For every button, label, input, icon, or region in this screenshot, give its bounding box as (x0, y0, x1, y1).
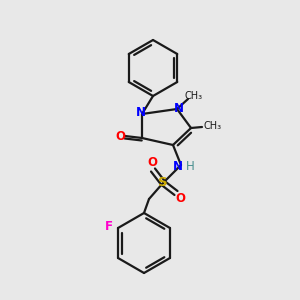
Text: N: N (174, 101, 184, 115)
Text: N: N (136, 106, 146, 119)
Text: CH₃: CH₃ (185, 91, 203, 101)
Text: N: N (173, 160, 183, 172)
Text: O: O (115, 130, 125, 142)
Text: O: O (147, 157, 157, 169)
Text: O: O (175, 193, 185, 206)
Text: S: S (158, 176, 168, 190)
Text: H: H (186, 160, 194, 172)
Text: CH₃: CH₃ (204, 121, 222, 131)
Text: F: F (105, 220, 113, 233)
